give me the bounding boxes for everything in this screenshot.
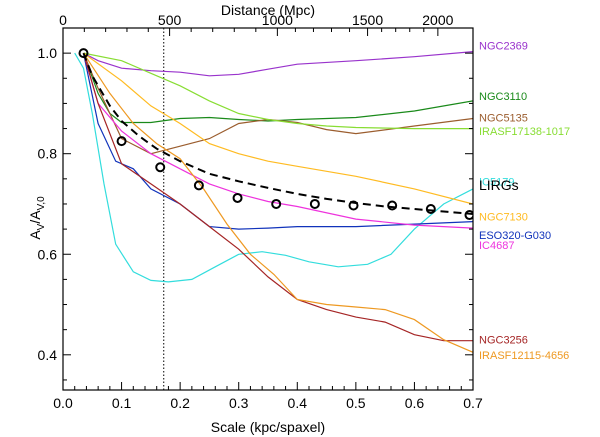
series-line-ngc3256 [82,52,473,342]
x-tick-label: 0.5 [346,395,366,411]
series-line-ngc5135 [82,52,473,155]
top-tick-label: 0 [59,12,67,28]
series-label-irasf17138-1017: IRASF17138-1017 [479,126,570,138]
x-axis-tick-labels: 0.0 0.1 0.2 0.3 0.4 0.5 0.6 0.7 [53,395,483,411]
series-label-ngc3110: NGC3110 [479,91,527,103]
lirgs-data-point [309,198,320,209]
x-tick-label: 0.1 [112,395,132,411]
top-axis-title: Distance (Mpc) [221,2,315,18]
series-line-irasf17138-1017 [83,52,473,130]
series-label-lirgs: LIRGs [479,177,519,193]
x-tick-label: 0.2 [170,395,190,411]
y-axis-tick-labels: 0.4 0.6 0.8 1.0 [38,45,58,363]
y-tick-label: 0.6 [38,246,58,262]
series-line-irasf12115-4656 [82,52,473,353]
x-tick-label: 0.3 [229,395,249,411]
lirgs-data-point [271,198,282,209]
series-line-ic5179 [74,52,473,283]
series-line-ngc2369 [83,51,473,77]
lirgs-data-point [425,204,436,214]
top-tick-label: 1000 [262,12,293,28]
series-labels: NGC2369 NGC3110 NGC5135 IRASF17138-1017 IC51… [479,41,570,362]
top-axis-tick-labels: 0 500 1000 1500 2000 [59,12,454,28]
y-tick-label: 0.8 [38,146,58,162]
y-axis-title: AV/AV,0 [27,196,47,240]
x-tick-label: 0.4 [288,395,308,411]
series-label-ngc5135: NGC5135 [479,112,528,124]
plot-area [74,28,473,390]
y-tick-label: 0.4 [38,347,58,363]
series-line-ngc7130 [83,52,473,205]
x-tick-label: 0.7 [463,395,483,411]
x-tick-label: 0.0 [53,395,73,411]
top-tick-label: 1500 [352,12,383,28]
series-label-eso320-g030: ESO320-G030 [479,230,551,242]
plot-border [62,27,474,391]
x-axis-title: Scale (kpc/spaxel) [211,419,325,435]
y-tick-label: 1.0 [38,45,58,61]
lirgs-data-point [387,200,398,211]
top-tick-label: 2000 [422,12,453,28]
series-label-irasf12115-4656: IRASF12115-4656 [479,350,569,362]
series-label-ngc7130: NGC7130 [479,212,528,224]
lirgs-fit-line [82,52,473,215]
svg-text:AV/AV,0: AV/AV,0 [27,196,47,240]
series-label-ngc2369: NGC2369 [479,41,528,53]
lirgs-data-point [348,200,359,211]
axes-frame [62,27,474,391]
lirgs-data-point [78,48,89,59]
series-label-ngc3256: NGC3256 [479,335,528,347]
series-line-ngc3110 [82,52,473,124]
lirgs-data-point [464,210,473,221]
series-line-ic4687 [82,52,473,229]
top-tick-label: 500 [158,12,182,28]
lirgs-data-point [193,180,204,191]
lirgs-data-point [232,192,243,203]
lirgs-data-point [155,162,166,173]
x-tick-label: 0.6 [405,395,425,411]
lirgs-data-point [116,136,127,147]
series-label-ic4687: IC4687 [479,240,514,252]
series-label-ic5179: IC5179 [479,176,514,188]
